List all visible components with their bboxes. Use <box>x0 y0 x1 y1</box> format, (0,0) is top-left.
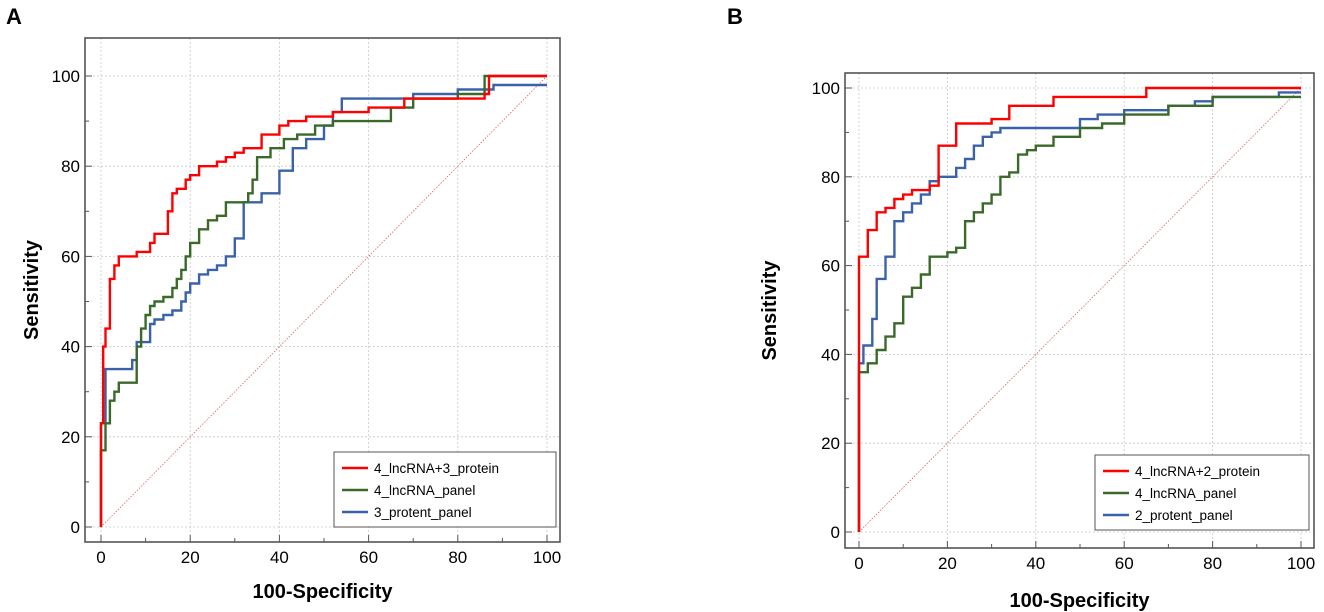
y-tick-label: 80 <box>61 157 80 176</box>
x-tick-label: 60 <box>1115 554 1134 573</box>
y-tick-label: 0 <box>71 518 80 537</box>
panel-label-b: B <box>727 4 743 29</box>
legend-entry-1: 4_lncRNA+3_protein <box>374 461 499 476</box>
x-tick-label: 20 <box>181 548 200 567</box>
legend-entry-3: 3_protent_panel <box>374 505 472 520</box>
y-tick-label: 20 <box>61 428 80 447</box>
legend-box <box>1094 454 1310 531</box>
x-tick-label: 80 <box>1203 554 1222 573</box>
roc-curve-1 <box>857 86 1301 532</box>
panel-b-chart: 0 20 40 60 80 100 0 20 40 60 80 100 100-Specificity S… <box>759 72 1315 612</box>
plot-frame <box>84 37 561 543</box>
roc-curve-1 <box>99 74 547 527</box>
y-tick-label: 20 <box>821 434 840 453</box>
y-tick-label: 40 <box>61 338 80 357</box>
y-tick-label: 100 <box>52 67 80 86</box>
x-tick-label: 20 <box>938 554 957 573</box>
y-tick-label: 60 <box>821 257 840 276</box>
x-tick-label: 40 <box>270 548 289 567</box>
legend-entry-2: 4_lncRNA_panel <box>1135 486 1236 501</box>
reference-diagonal <box>858 87 1302 533</box>
legend-entry-2: 4_lncRNA_panel <box>374 483 475 498</box>
x-tick-label: 80 <box>448 548 467 567</box>
roc-curve-2 <box>99 74 547 527</box>
y-tick-label: 40 <box>821 345 840 364</box>
x-axis-title: 100-Specificity <box>1009 590 1150 612</box>
reference-diagonal <box>100 75 548 528</box>
x-tick-label: 60 <box>359 548 378 567</box>
x-tick-label: 0 <box>854 554 863 573</box>
x-tick-label: 100 <box>533 548 561 567</box>
panel-label-a: A <box>6 4 22 29</box>
legend-box <box>333 451 557 528</box>
y-tick-label: 0 <box>831 523 840 542</box>
y-tick-label: 60 <box>61 247 80 266</box>
y-tick-label: 80 <box>821 168 840 187</box>
y-tick-label: 100 <box>812 79 840 98</box>
x-axis-title: 100-Specificity <box>252 581 393 603</box>
legend-entry-3: 2_protent_panel <box>1135 508 1233 523</box>
x-tick-label: 100 <box>1287 554 1315 573</box>
y-axis-title: Sensitivity <box>21 239 43 340</box>
legend-entry-1: 4_lncRNA+2_protein <box>1135 464 1260 479</box>
roc-curve-2 <box>857 95 1301 532</box>
panel-a-chart: 0 20 40 60 80 100 0 20 40 60 80 100 100-Specificity S… <box>21 37 561 603</box>
x-tick-label: 0 <box>96 548 105 567</box>
y-axis-title: Sensitivity <box>759 260 781 361</box>
x-tick-label: 40 <box>1026 554 1045 573</box>
